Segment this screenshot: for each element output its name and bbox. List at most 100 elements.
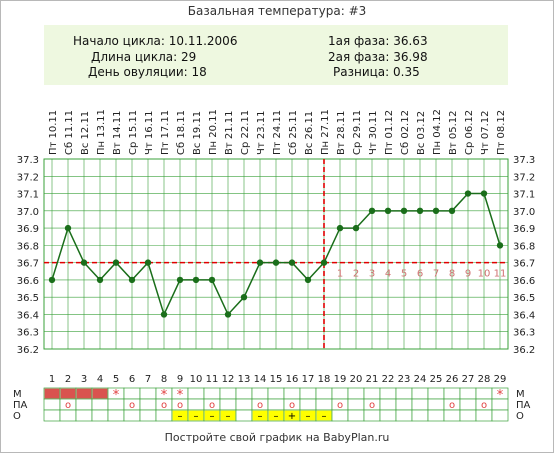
row-cell	[283, 387, 301, 400]
temperature-point	[448, 207, 456, 215]
row-cell	[251, 387, 269, 400]
row-cell	[491, 398, 509, 411]
x-date-label: Вс 26.11	[304, 111, 315, 155]
phase-day-number: 10	[478, 269, 491, 280]
x-day-label: 26	[446, 374, 459, 385]
row-cell	[491, 409, 509, 422]
x-date-label: Вс 03.12	[416, 111, 427, 155]
row-label-left: ПА	[13, 400, 28, 411]
y-tick-label-left: 36.4	[17, 310, 39, 321]
temperature-point	[224, 311, 232, 318]
x-day-label: 28	[478, 374, 491, 385]
temperature-point	[288, 259, 296, 266]
y-tick-label-left: 36.7	[17, 259, 39, 270]
row-cell	[347, 398, 365, 411]
x-day-label: 18	[318, 374, 331, 385]
row-cell	[459, 398, 477, 411]
y-tick-label-right: 36.2	[513, 345, 535, 356]
row-cell-filled	[220, 410, 236, 421]
temperature-point	[96, 276, 104, 284]
temperature-point	[160, 311, 168, 318]
row-cell	[187, 387, 205, 400]
row-cell	[91, 409, 109, 422]
phase-day-number: 1	[337, 269, 343, 280]
row-cell-filled	[300, 410, 316, 421]
temperature-point	[80, 259, 88, 266]
temperature-point	[416, 207, 424, 215]
x-day-label: 11	[206, 374, 219, 385]
x-date-label: Чт 16.11	[144, 111, 155, 156]
row-cell-symbol: о	[129, 400, 135, 411]
row-cell-symbol: *	[177, 388, 184, 403]
x-day-label: 23	[398, 374, 411, 385]
temperature-point	[256, 259, 264, 266]
row-cell	[187, 398, 205, 411]
x-date-label: Сб 11.11	[64, 110, 75, 155]
row-cell	[475, 409, 493, 422]
row-cell	[235, 398, 253, 411]
x-date-label: Пт 17.11	[160, 110, 171, 155]
y-tick-label-right: 36.6	[513, 276, 535, 287]
y-tick-label-left: 36.2	[17, 345, 39, 356]
row-cell-symbol: –	[210, 411, 215, 422]
x-day-label: 2	[65, 374, 71, 385]
row-cell	[139, 398, 157, 411]
x-day-label: 29	[494, 374, 507, 385]
row-cell	[155, 409, 173, 422]
temperature-point	[464, 190, 472, 197]
row-cell-symbol: о	[209, 400, 215, 411]
row-cell	[75, 409, 93, 422]
row-cell	[379, 409, 397, 422]
row-cell	[75, 398, 93, 411]
row-label-right: М	[516, 389, 525, 400]
row-cell	[107, 409, 125, 422]
x-date-label: Ср 15.11	[128, 110, 139, 155]
row-cell	[411, 398, 429, 411]
footer-link[interactable]: Постройте свой график на BabyPlan.ru	[164, 431, 390, 444]
row-cell-symbol: о	[449, 400, 455, 411]
y-tick-label-left: 36.3	[17, 328, 39, 339]
row-label-left: О	[13, 411, 21, 422]
x-date-label: Пт 10.11	[48, 110, 59, 155]
row-cell	[235, 387, 253, 400]
row-cell-symbol: о	[177, 400, 183, 411]
y-tick-label-left: 36.9	[17, 224, 39, 235]
y-tick-label-right: 36.4	[513, 310, 535, 321]
row-cell	[411, 387, 429, 400]
row-cell	[347, 387, 365, 400]
x-date-label: Ср 06.12	[464, 110, 475, 155]
temperature-point	[320, 259, 328, 266]
row-cell-symbol: о	[481, 400, 487, 411]
x-day-label: 6	[129, 374, 135, 385]
x-day-label: 5	[113, 374, 119, 385]
x-date-label: Сб 18.11	[176, 110, 187, 155]
temperature-point	[144, 259, 152, 266]
phase-day-number: 2	[353, 269, 359, 280]
x-date-label: Вс 12.11	[80, 111, 91, 155]
x-day-label: 22	[382, 374, 395, 385]
row-cell-symbol: о	[369, 400, 375, 411]
y-tick-label-right: 37.2	[513, 172, 535, 183]
row-cell	[427, 398, 445, 411]
row-cell	[363, 387, 381, 400]
row-cell-filled	[284, 410, 300, 421]
row-cell	[91, 398, 109, 411]
row-cell	[299, 387, 317, 400]
row-cell-filled	[188, 410, 204, 421]
temperature-point	[400, 207, 408, 215]
row-cell	[267, 398, 285, 411]
y-tick-label-right: 37.0	[513, 207, 535, 218]
y-tick-label-right: 36.9	[513, 224, 535, 235]
x-day-label: 27	[462, 374, 475, 385]
x-day-label: 20	[350, 374, 363, 385]
x-day-label: 10	[190, 374, 203, 385]
row-cell-filled	[44, 388, 60, 399]
row-cell-filled	[252, 410, 268, 421]
row-cell	[315, 387, 333, 400]
row-cell-filled	[316, 410, 332, 421]
row-cell-filled	[92, 388, 108, 399]
temperature-point	[192, 276, 200, 284]
y-tick-label-left: 37.1	[17, 190, 39, 201]
row-cell	[235, 409, 253, 422]
phase-day-number: 8	[449, 269, 455, 280]
